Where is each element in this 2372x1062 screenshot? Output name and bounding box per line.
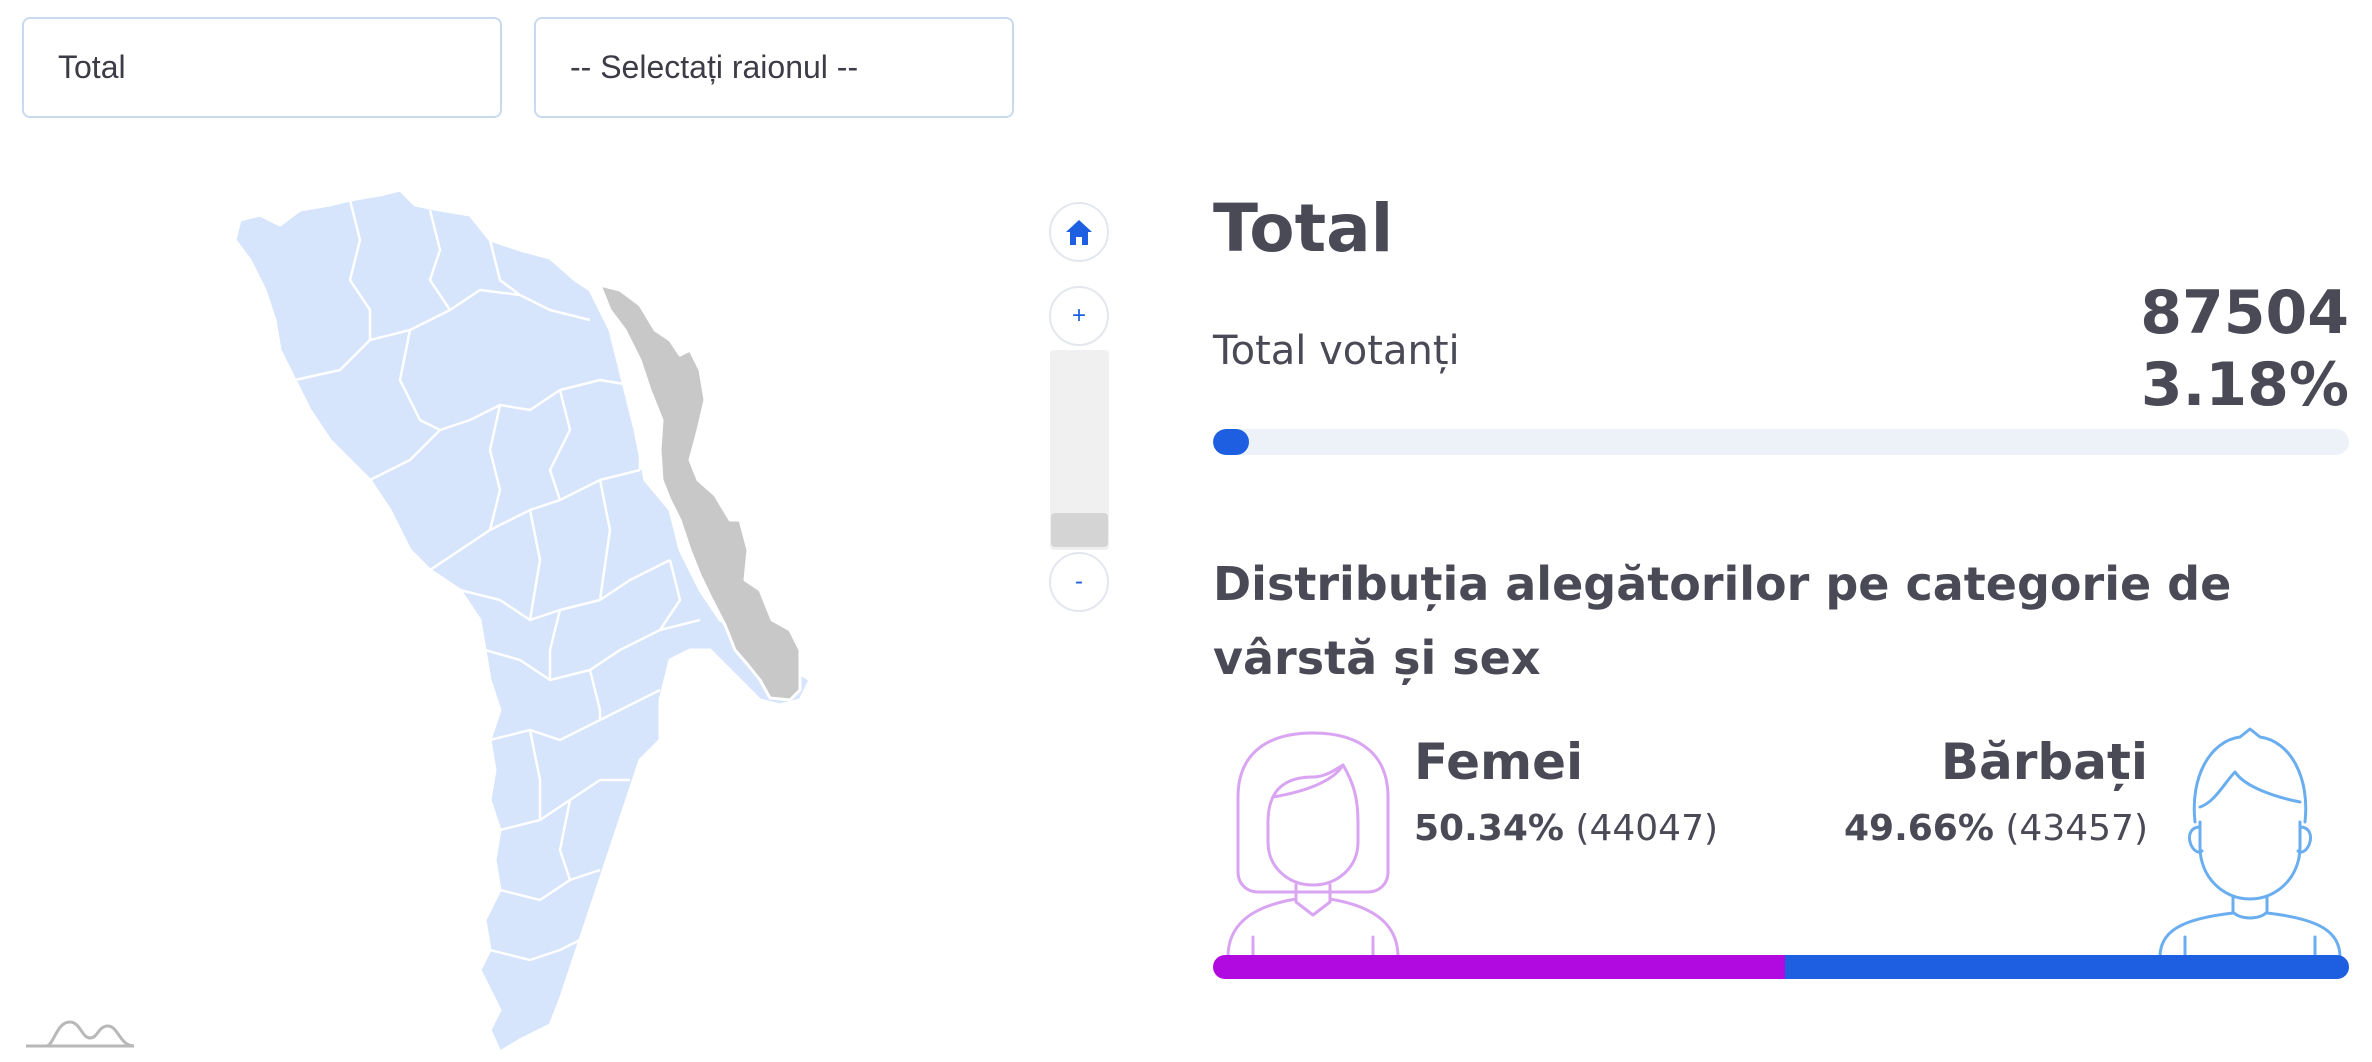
- map-region-transnistria[interactable]: [598, 283, 802, 702]
- total-voters-percent: 3.18%: [2140, 350, 2349, 420]
- mountain-logo-icon: [26, 1020, 135, 1048]
- female-avatar-icon: [1226, 731, 1400, 957]
- voters-progress-bar: [1213, 429, 2349, 455]
- map-zoom-out-button[interactable]: -: [1049, 552, 1109, 612]
- female-percent: 50.34%: [1414, 808, 1564, 849]
- male-stats: 49.66% (43457): [1844, 808, 2148, 849]
- female-stats: 50.34% (44047): [1414, 808, 1718, 849]
- moldova-map[interactable]: [200, 180, 940, 1060]
- map-zoom-slider-handle[interactable]: [1051, 513, 1108, 547]
- male-label: Bărbați: [1940, 733, 2148, 791]
- voters-progress-fill: [1213, 429, 1250, 455]
- map-district-borders: [294, 199, 701, 962]
- distribution-heading: Distribuția alegătorilor pe categorie de…: [1213, 557, 2232, 685]
- gender-bar-male-segment: [1784, 955, 2349, 979]
- map-home-button[interactable]: [1049, 202, 1109, 262]
- home-icon: [1066, 220, 1092, 245]
- zoom-in-label: +: [1071, 302, 1086, 329]
- total-voters-label: Total votanți: [1213, 328, 1460, 374]
- gender-distribution-bar: [1213, 955, 2349, 979]
- male-percent: 49.66%: [1843, 808, 1994, 849]
- district-select[interactable]: -- Selectați raionul --: [534, 17, 1014, 118]
- male-avatar-icon: [2158, 727, 2342, 957]
- gender-bar-female-segment: [1213, 955, 1785, 979]
- region-select[interactable]: Total: [22, 17, 502, 118]
- district-select-placeholder: -- Selectați raionul --: [570, 49, 859, 85]
- male-count: (43457): [2005, 808, 2148, 849]
- map-zoom-in-button[interactable]: +: [1049, 286, 1109, 346]
- map-transnistria-shape[interactable]: [598, 283, 802, 702]
- total-voters-count: 87504: [2140, 278, 2349, 348]
- zoom-out-label: -: [1075, 568, 1083, 595]
- female-count: (44047): [1575, 808, 1719, 849]
- region-select-value: Total: [58, 49, 126, 85]
- female-label: Femei: [1414, 733, 1584, 791]
- panel-title: Total: [1213, 190, 1394, 267]
